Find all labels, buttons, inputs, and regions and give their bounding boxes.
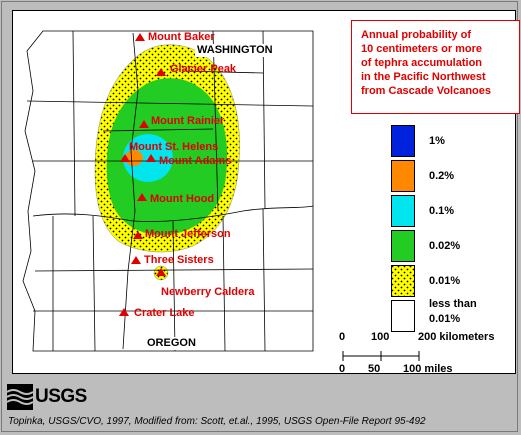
legend-label-0-1-percent: 0.1%	[429, 205, 455, 217]
legend-swatch-0-02-percent	[391, 230, 415, 262]
volcano-symbol-adams	[146, 154, 156, 162]
legend-label-0-02-percent: 0.02%	[429, 240, 461, 252]
title-line-5: from Cascade Volcanoes	[361, 85, 492, 97]
volcano-symbol-rainier	[139, 120, 149, 128]
volcano-symbol-newberry	[156, 268, 166, 276]
state-label-washington: WASHINGTON	[195, 44, 275, 57]
legend-swatch-0-1-percent	[391, 195, 415, 227]
legend-label-1-percent: 1%	[429, 135, 445, 147]
volcano-symbol-hood	[137, 193, 147, 201]
title-line-2: 10 centimeters or more	[361, 43, 483, 55]
usgs-wave-icon	[7, 384, 33, 410]
scale-mi-100: 100 miles	[403, 363, 453, 375]
scale-km-100: 100	[371, 331, 390, 343]
volcano-symbol-crater	[119, 308, 129, 316]
volcano-label-newberry: Newberry Caldera	[161, 286, 255, 298]
legend-swatch-0-2-percent	[391, 160, 415, 192]
legend-swatch-less-than	[391, 300, 415, 332]
title-line-4: in the Pacific Northwest	[361, 71, 486, 83]
state-label-oregon: OREGON	[145, 337, 198, 350]
scale-mi-0: 0	[339, 363, 346, 375]
title-line-3: of tephra accumulation	[361, 57, 483, 69]
volcano-label-sthelens: Mount St. Helens	[129, 141, 219, 153]
volcano-label-glacier: Glacier Peak	[170, 63, 237, 75]
legend-label-0-2-percent: 0.2%	[429, 170, 455, 182]
volcano-symbol-sthelens	[120, 154, 130, 162]
scale-mi-50: 50	[368, 363, 381, 375]
usgs-logo: USGS	[7, 382, 97, 410]
volcano-symbol-glacier	[156, 68, 166, 76]
volcano-label-adams: Mount Adams	[159, 155, 232, 167]
legend-swatch-0-01-percent	[391, 265, 415, 297]
legend-swatch-1-percent	[391, 125, 415, 157]
scale-km-200: 200 kilometers	[418, 331, 495, 343]
volcano-label-hood: Mount Hood	[150, 193, 215, 205]
scale-km-0: 0	[339, 331, 346, 343]
usgs-logo-text: USGS	[35, 386, 87, 407]
volcano-symbol-sisters	[131, 256, 141, 264]
source-credit: Topinka, USGS/CVO, 1997, Modified from: …	[8, 416, 426, 427]
zone-0-1-percent	[123, 134, 173, 182]
volcano-label-rainier: Mount Rainier	[151, 115, 225, 127]
legend-label-less-than-line2: 0.01%	[429, 313, 461, 325]
boundaries	[22, 30, 314, 352]
volcano-label-jefferson: Mount Jefferson	[145, 228, 231, 240]
volcano-symbol-baker	[135, 33, 145, 41]
legend-label-less-than-line1: less than	[429, 298, 477, 310]
volcano-label-sisters: Three Sisters	[144, 254, 214, 266]
legend-label-0-01-percent: 0.01%	[429, 275, 461, 287]
volcano-label-baker: Mount Baker	[148, 31, 215, 43]
title-line-1: Annual probability of	[361, 29, 471, 41]
map-panel: WASHINGTON OREGON Mount Baker Glacier Pe…	[12, 10, 520, 375]
volcano-symbol-jefferson	[133, 231, 143, 239]
map-svg	[22, 30, 314, 352]
map-title-box: Annual probability of 10 centimeters or …	[351, 20, 520, 114]
volcano-label-crater: Crater Lake	[134, 307, 195, 319]
scale-bar	[342, 351, 420, 361]
volcano-symbols	[119, 33, 166, 316]
